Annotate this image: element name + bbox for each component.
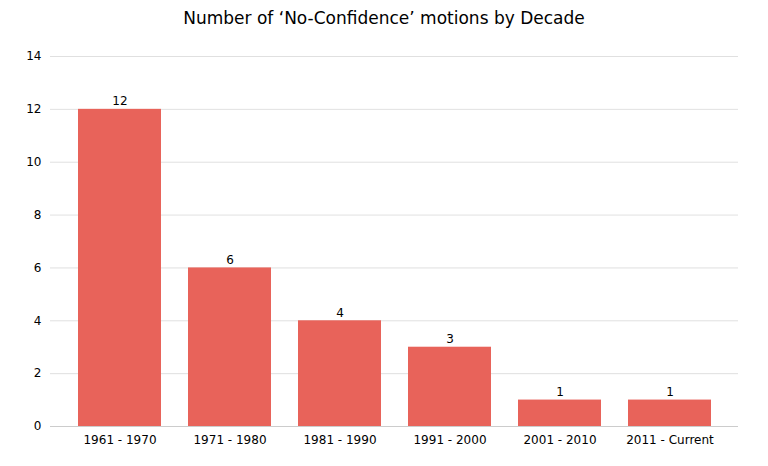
- svg-text:3: 3: [446, 332, 454, 346]
- svg-text:2: 2: [34, 366, 42, 380]
- svg-text:1981 - 1990: 1981 - 1990: [303, 433, 376, 447]
- svg-text:0: 0: [34, 419, 42, 433]
- svg-text:4: 4: [336, 306, 344, 320]
- svg-text:10: 10: [26, 155, 41, 169]
- svg-text:1: 1: [666, 385, 674, 399]
- svg-text:14: 14: [26, 49, 41, 63]
- svg-text:6: 6: [226, 253, 234, 267]
- svg-text:8: 8: [34, 208, 42, 222]
- svg-text:1991 - 2000: 1991 - 2000: [413, 433, 486, 447]
- svg-text:6: 6: [34, 261, 42, 275]
- svg-text:1971 - 1980: 1971 - 1980: [193, 433, 266, 447]
- svg-text:1: 1: [556, 385, 564, 399]
- svg-text:4: 4: [34, 314, 42, 328]
- svg-text:1961 - 1970: 1961 - 1970: [83, 433, 156, 447]
- html-text:Number of ‘No-Confidence’ moti: Number of ‘No-Confidence’ motions by Dec…: [183, 8, 585, 28]
- svg-text:12: 12: [26, 102, 41, 116]
- svg-text:2001 - 2010: 2001 - 2010: [523, 433, 596, 447]
- svg-text:12: 12: [112, 94, 127, 108]
- svg-text:2011 - Current: 2011 - Current: [626, 433, 714, 447]
